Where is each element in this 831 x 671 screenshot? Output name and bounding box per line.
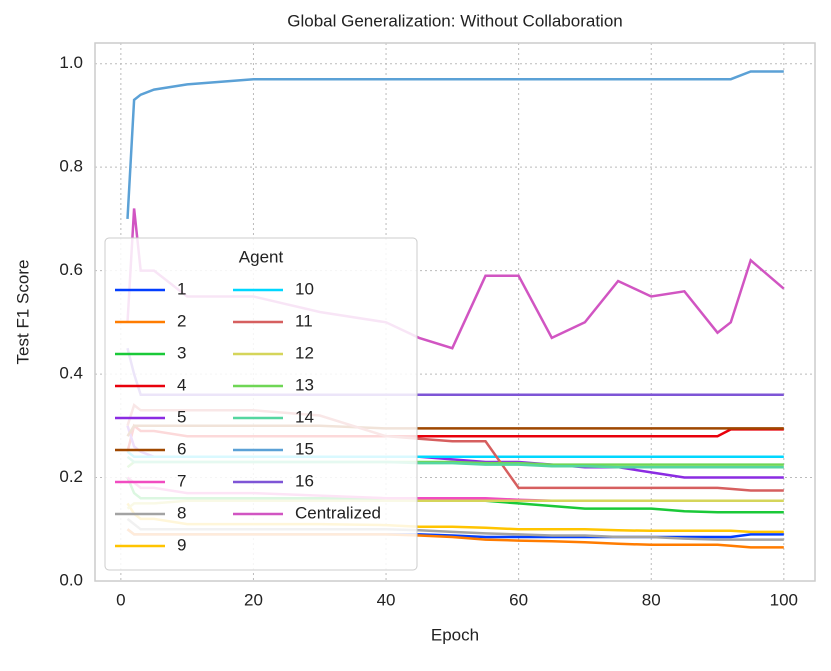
legend-label: 11 (295, 311, 313, 330)
legend-title: Agent (239, 247, 284, 266)
legend-box (104, 237, 418, 571)
x-axis-label: Epoch (431, 625, 479, 644)
y-tick-label: 0.8 (59, 157, 83, 176)
y-tick-label: 1.0 (59, 53, 83, 72)
legend-label: 7 (177, 471, 186, 490)
x-tick-label: 60 (509, 590, 528, 609)
series-line (126, 70, 784, 219)
legend-label: Centralized (295, 503, 381, 522)
x-tick-label: 20 (244, 590, 263, 609)
y-axis-label: Test F1 Score (13, 260, 32, 365)
legend-label: 3 (177, 343, 186, 362)
legend-label: 5 (177, 407, 186, 426)
x-tick-label: 0 (116, 590, 125, 609)
y-tick-label: 0.0 (59, 570, 83, 589)
legend-label: 10 (295, 279, 314, 298)
x-tick-label: 80 (642, 590, 661, 609)
x-tick-label: 100 (770, 590, 798, 609)
x-tick-label: 40 (377, 590, 396, 609)
legend-label: 6 (177, 439, 186, 458)
legend-label: 1 (177, 279, 186, 298)
y-tick-label: 0.4 (59, 364, 83, 383)
legend-label: 16 (295, 471, 314, 490)
legend-label: 9 (177, 535, 186, 554)
plot-frame (94, 42, 816, 582)
legend-label: 12 (295, 343, 314, 362)
legend-label: 8 (177, 503, 186, 522)
legend-label: 2 (177, 311, 186, 330)
chart-title: Global Generalization: Without Collabora… (287, 11, 622, 30)
legend-label: 13 (295, 375, 314, 394)
legend-label: 15 (295, 439, 314, 458)
y-tick-label: 0.2 (59, 467, 83, 486)
legend-label: 4 (177, 375, 186, 394)
y-tick-label: 0.6 (59, 260, 83, 279)
legend-label: 14 (295, 407, 314, 426)
